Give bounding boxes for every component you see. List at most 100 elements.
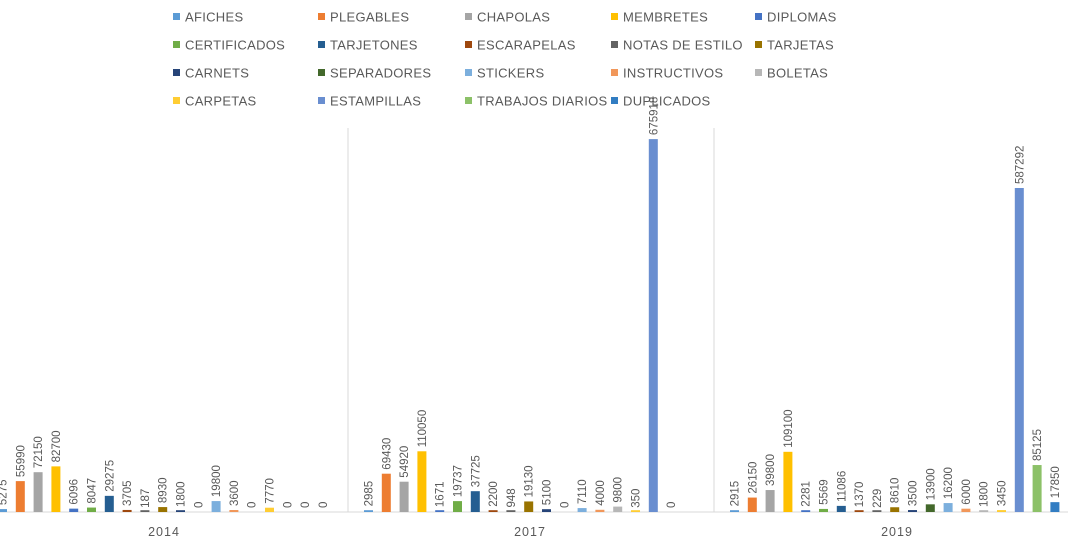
data-label-afiches-2017: 2985 [364, 481, 376, 507]
bar-stickers-2014 [211, 501, 221, 512]
x-tick-label-2014: 2014 [148, 525, 180, 539]
data-label-plegables-2014: 55990 [15, 445, 27, 477]
legend-label: DIPLOMAS [767, 10, 837, 25]
bar-tarjetones-2019 [836, 505, 846, 512]
data-label-certificados-2017: 19737 [453, 465, 465, 497]
legend-swatch [465, 41, 472, 48]
data-label-escarapelas-2017: 2200 [488, 481, 500, 507]
bar-stickers-2019 [943, 503, 953, 512]
legend-item-notas-de-estilo: NOTAS DE ESTILO [611, 38, 743, 53]
legend-label: TARJETAS [767, 38, 834, 53]
legend-item-duplicados: DUPLICADOS [611, 94, 710, 109]
data-label-stickers-2019: 16200 [943, 467, 955, 499]
data-label-carpetas-2014: 7770 [265, 478, 277, 504]
bar-membretes-2014 [51, 466, 61, 512]
legend-swatch [318, 97, 325, 104]
data-label-escarapelas-2014: 3705 [122, 480, 134, 506]
legend-item-carpetas: CARPETAS [173, 94, 257, 109]
bar-chapolas-2017 [399, 481, 409, 512]
bar-afiches-2014 [0, 509, 7, 512]
bar-diplomas-2017 [435, 510, 445, 512]
data-label-certificados-2019: 5569 [819, 479, 831, 505]
chart-legend: AFICHES PLEGABLES CHAPOLAS MEMBRETES DIPLOMA… [173, 10, 837, 109]
bar-separadores-2019 [925, 504, 935, 512]
legend-label: CHAPOLAS [477, 10, 550, 25]
legend-item-membretes: MEMBRETES [611, 10, 708, 25]
data-label-tarjetones-2019: 11086 [836, 471, 848, 502]
bar-estampillas-2017 [648, 139, 658, 513]
data-label-separadores-2017: 0 [559, 502, 571, 508]
data-label-instructivos-2019: 6000 [961, 479, 973, 505]
bar-boletas-2017 [613, 506, 623, 512]
bar-afiches-2017 [364, 510, 373, 512]
data-label-membretes-2017: 110050 [417, 410, 429, 448]
bar-tarjetones-2014 [104, 495, 114, 512]
data-label-plegables-2017: 69430 [381, 438, 393, 470]
bar-plegables-2019 [747, 497, 757, 512]
data-label-duplicados-2019: 17850 [1050, 466, 1062, 498]
legend-swatch [465, 97, 472, 104]
bar-chapolas-2019 [765, 490, 775, 512]
legend-item-tarjetas: TARJETAS [755, 38, 834, 53]
data-label-separadores-2019: 13900 [925, 468, 937, 500]
data-label-notas-de-estilo-2014: 187 [140, 489, 152, 508]
legend-label: SEPARADORES [330, 66, 431, 81]
bar-plegables-2014 [15, 481, 25, 512]
legend-swatch [611, 41, 618, 48]
legend-label: AFICHES [185, 10, 243, 25]
legend-swatch [173, 13, 180, 20]
data-label-instructivos-2017: 4000 [595, 480, 607, 506]
bar-escarapelas-2019 [854, 510, 864, 512]
data-label-carnets-2019: 3500 [908, 481, 920, 507]
bar-tarjetas-2017 [524, 501, 534, 512]
legend-item-escarapelas: ESCARAPELAS [465, 38, 575, 53]
data-label-tarjetones-2014: 29275 [104, 460, 116, 492]
data-label-instructivos-2014: 3600 [229, 480, 241, 506]
bars [0, 139, 1060, 513]
bar-tarjetas-2019 [890, 507, 900, 512]
legend-item-separadores: SEPARADORES [318, 66, 431, 81]
bar-notas-de-estilo-2014 [140, 510, 150, 512]
legend-label: BOLETAS [767, 66, 828, 81]
bar-carnets-2019 [908, 510, 917, 512]
legend-swatch [318, 69, 325, 76]
legend-label: NOTAS DE ESTILO [623, 38, 743, 53]
legend-label: CARPETAS [185, 94, 257, 109]
data-label-trabajos-diarios-2014: 0 [300, 502, 312, 508]
bar-tarjetones-2017 [470, 491, 480, 512]
data-label-boletas-2014: 0 [247, 502, 259, 508]
legend-swatch [755, 41, 762, 48]
x-tick-label-2019: 2019 [881, 525, 913, 539]
data-label-boletas-2019: 1800 [979, 481, 991, 507]
bar-diplomas-2019 [801, 510, 811, 512]
legend-item-afiches: AFICHES [173, 10, 243, 25]
data-label-trabajos-diarios-2017: 0 [666, 502, 678, 508]
bar-notas-de-estilo-2017 [506, 510, 516, 512]
legend-item-estampillas: ESTAMPILLAS [318, 94, 421, 109]
legend-label: ESTAMPILLAS [330, 94, 421, 109]
bar-duplicados-2019 [1050, 502, 1060, 512]
legend-item-chapolas: CHAPOLAS [465, 10, 550, 25]
legend-item-tarjetones: TARJETONES [318, 38, 417, 53]
bar-carnets-2014 [176, 510, 185, 512]
data-label-tarjetas-2014: 8930 [158, 478, 170, 504]
legend-label: INSTRUCTIVOS [623, 66, 723, 81]
legend-swatch [173, 97, 180, 104]
data-label-carnets-2014: 1800 [176, 481, 188, 507]
bar-chapolas-2014 [33, 472, 43, 512]
data-label-diplomas-2019: 2281 [801, 481, 813, 507]
legend-swatch [318, 41, 325, 48]
data-label-notas-de-estilo-2019: 229 [872, 489, 884, 508]
bar-diplomas-2014 [69, 508, 79, 512]
data-label-afiches-2019: 2915 [730, 481, 742, 507]
bar-escarapelas-2017 [488, 510, 498, 512]
bar-plegables-2017 [381, 473, 391, 512]
bar-carpetas-2019 [997, 510, 1006, 512]
bar-escarapelas-2014 [122, 509, 132, 512]
bar-instructivos-2019 [961, 508, 971, 512]
data-label-estampillas-2017: 675918 [648, 97, 660, 135]
legend-swatch [611, 97, 618, 104]
data-label-diplomas-2017: 1671 [435, 482, 447, 508]
legend-label: TRABAJOS DIARIOS [477, 94, 608, 109]
